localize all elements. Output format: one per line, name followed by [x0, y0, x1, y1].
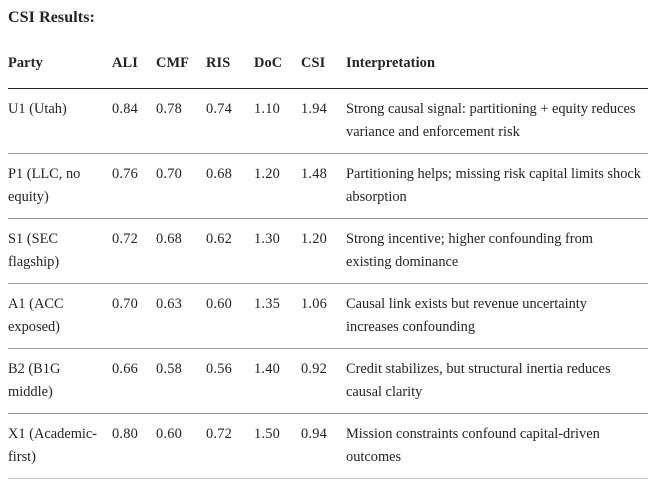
cell-csi: 0.92 [301, 348, 346, 414]
column-header-doc: DoC [254, 52, 301, 89]
cell-party: S1 (SEC flagship) [8, 218, 112, 284]
cell-ris: 0.56 [206, 348, 254, 414]
cell-cmf: 0.70 [156, 153, 206, 219]
cell-ris: 0.72 [206, 413, 254, 479]
cell-doc: 1.30 [254, 218, 301, 284]
table-row-u1: U1 (Utah) 0.84 0.78 0.74 1.10 1.94 Stron… [8, 88, 648, 154]
column-header-cmf: CMF [156, 52, 206, 89]
table-row-x1: X1 (Academic-first) 0.80 0.60 0.72 1.50 … [8, 413, 648, 479]
page-title: CSI Results: [8, 9, 95, 26]
cell-ris: 0.68 [206, 153, 254, 219]
column-header-interpretation: Interpretation [346, 52, 648, 89]
csi-results-table: Party ALI CMF RIS DoC CSI Interpretation… [8, 52, 648, 479]
cell-cmf: 0.60 [156, 413, 206, 479]
column-header-ali: ALI [112, 52, 156, 89]
cell-doc: 1.40 [254, 348, 301, 414]
cell-interpretation: Partitioning helps; missing risk capital… [346, 153, 648, 219]
cell-doc: 1.10 [254, 88, 301, 154]
cell-doc: 1.20 [254, 153, 301, 219]
cell-csi: 1.20 [301, 218, 346, 284]
cell-ris: 0.74 [206, 88, 254, 154]
cell-ali: 0.66 [112, 348, 156, 414]
cell-party: P1 (LLC, no equity) [8, 153, 112, 219]
cell-cmf: 0.68 [156, 218, 206, 284]
cell-interpretation: Causal link exists but revenue uncertain… [346, 283, 648, 349]
table-row-a1: A1 (ACC exposed) 0.70 0.63 0.60 1.35 1.0… [8, 283, 648, 349]
cell-interpretation: Strong causal signal: partitioning + equ… [346, 88, 648, 154]
cell-party: U1 (Utah) [8, 88, 112, 154]
column-header-party: Party [8, 52, 112, 89]
cell-cmf: 0.63 [156, 283, 206, 349]
column-header-ris: RIS [206, 52, 254, 89]
table-row-p1: P1 (LLC, no equity) 0.76 0.70 0.68 1.20 … [8, 153, 648, 219]
cell-csi: 1.06 [301, 283, 346, 349]
cell-party: X1 (Academic-first) [8, 413, 112, 479]
cell-ris: 0.62 [206, 218, 254, 284]
cell-ali: 0.72 [112, 218, 156, 284]
cell-cmf: 0.78 [156, 88, 206, 154]
cell-csi: 1.94 [301, 88, 346, 154]
cell-interpretation: Mission constraints confound capital-dri… [346, 413, 648, 479]
cell-interpretation: Credit stabilizes, but structural inerti… [346, 348, 648, 414]
cell-cmf: 0.58 [156, 348, 206, 414]
cell-party: B2 (B1G middle) [8, 348, 112, 414]
cell-ali: 0.84 [112, 88, 156, 154]
cell-doc: 1.50 [254, 413, 301, 479]
column-header-csi: CSI [301, 52, 346, 89]
table-header-row: Party ALI CMF RIS DoC CSI Interpretation [8, 52, 648, 89]
cell-ali: 0.70 [112, 283, 156, 349]
cell-ali: 0.76 [112, 153, 156, 219]
cell-csi: 1.48 [301, 153, 346, 219]
table-row-s1: S1 (SEC flagship) 0.72 0.68 0.62 1.30 1.… [8, 218, 648, 284]
cell-doc: 1.35 [254, 283, 301, 349]
cell-party: A1 (ACC exposed) [8, 283, 112, 349]
cell-interpretation: Strong incentive; higher confounding fro… [346, 218, 648, 284]
cell-ali: 0.80 [112, 413, 156, 479]
table-row-b2: B2 (B1G middle) 0.66 0.58 0.56 1.40 0.92… [8, 348, 648, 414]
cell-ris: 0.60 [206, 283, 254, 349]
cell-csi: 0.94 [301, 413, 346, 479]
